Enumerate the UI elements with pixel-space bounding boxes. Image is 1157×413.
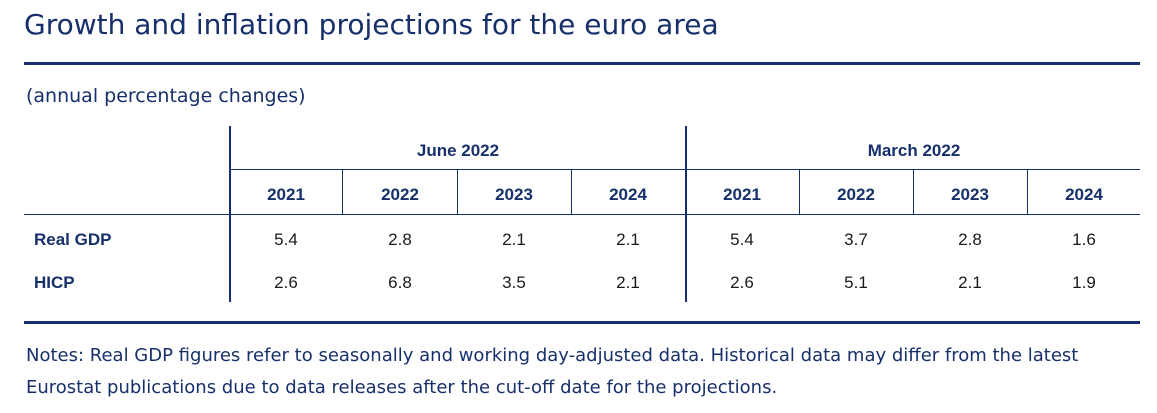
year-header: 2021 — [267, 185, 305, 204]
year-header: 2022 — [837, 185, 875, 204]
year-cell-border — [342, 170, 343, 214]
year-header: 2024 — [1065, 185, 1103, 204]
table-cell: 2.1 — [616, 230, 640, 249]
header-bottom-rule — [24, 214, 1140, 215]
table-cell: 2.6 — [274, 273, 298, 292]
table-cell: 2.8 — [388, 230, 412, 249]
table-cell: 5.4 — [730, 230, 754, 249]
row-label: Real GDP — [34, 230, 112, 249]
table-cell: 5.4 — [274, 230, 298, 249]
group-header-june-2022: June 2022 — [416, 141, 500, 160]
table-subtitle: (annual percentage changes) — [26, 85, 306, 107]
year-cell-border — [457, 170, 458, 214]
year-cell-border — [1027, 170, 1028, 214]
year-header: 2024 — [609, 185, 647, 204]
page-title: Growth and inflation projections for the… — [24, 8, 719, 41]
year-header: 2023 — [495, 185, 533, 204]
year-header: 2023 — [951, 185, 989, 204]
year-header: 2021 — [723, 185, 761, 204]
table-cell: 2.1 — [616, 273, 640, 292]
year-cell-border — [799, 170, 800, 214]
table-cell: 2.6 — [730, 273, 754, 292]
table-notes: Notes: Real GDP figures refer to seasona… — [26, 345, 1079, 398]
table-cell: 5.1 — [844, 273, 868, 292]
year-cell-border — [571, 170, 572, 214]
group-header-underline — [229, 169, 1140, 170]
table-cell: 2.1 — [958, 273, 982, 292]
table-cell: 3.5 — [502, 273, 526, 292]
table-cell: 6.8 — [388, 273, 412, 292]
group-header-march-2022: March 2022 — [867, 141, 961, 160]
top-rule — [24, 62, 1140, 65]
table-cell: 1.6 — [1072, 230, 1096, 249]
table-cell: 1.9 — [1072, 273, 1096, 292]
year-header: 2022 — [381, 185, 419, 204]
bottom-rule — [24, 321, 1140, 324]
table-cell: 2.8 — [958, 230, 982, 249]
row-label: HICP — [34, 273, 75, 292]
table-cell: 3.7 — [844, 230, 868, 249]
table-cell: 2.1 — [502, 230, 526, 249]
year-cell-border — [913, 170, 914, 214]
